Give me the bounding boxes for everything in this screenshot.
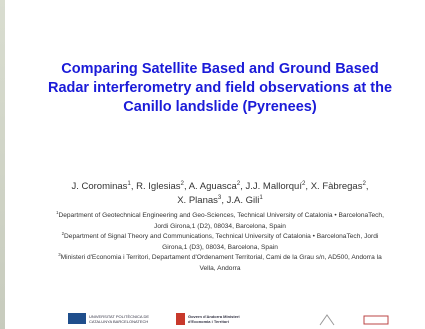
affiliation: 2Department of Signal Theory and Communi… [55,232,385,253]
slide: Comparing Satellite Based and Ground Bas… [0,0,425,329]
side-strip [0,0,5,329]
logo-text: UNIVERSITAT POLITÈCNICA DE CATALUNYA BAR… [89,314,159,324]
author-name: A. Aguasca [189,181,237,192]
author-name: R. Iglesias [136,181,180,192]
slide-title: Comparing Satellite Based and Ground Bas… [40,60,400,117]
logo-icon [176,313,185,325]
author-separator: , [366,181,369,192]
logo-icon [68,313,86,324]
author-name: J.A. Gili [227,195,260,206]
logo-graphic [318,313,336,327]
andorra-logo: Govern d'Andorra Ministeri d'Economia i … [176,313,248,325]
affiliation: 3Ministeri d'Economia i Territori, Depar… [55,253,385,274]
author-name: X. Fàbregas [311,181,363,192]
affiliation: 1Department of Geotechnical Engineering … [55,211,385,232]
affiliation-text: Department of Signal Theory and Communic… [64,233,378,251]
author-name: X. Planas [177,195,218,206]
author-affiliation-mark: 1 [259,194,262,201]
affiliations: 1Department of Geotechnical Engineering … [55,211,385,274]
author-name: J.J. Mallorquí [245,181,302,192]
logo-text: Govern d'Andorra Ministeri d'Economia i … [188,314,248,324]
logos: UNIVERSITAT POLITÈCNICA DE CATALUNYA BAR… [68,313,398,329]
author-name: J. Corominas [71,181,127,192]
logo-graphic [363,313,389,327]
affiliation-text: Ministeri d'Economia i Territori, Depart… [61,254,382,272]
authors: J. Corominas1, R. Iglesias2, A. Aguasca2… [70,180,370,208]
affiliation-text: Department of Geotechnical Engineering a… [58,212,383,230]
upc-logo: UNIVERSITAT POLITÈCNICA DE CATALUNYA BAR… [68,313,159,324]
